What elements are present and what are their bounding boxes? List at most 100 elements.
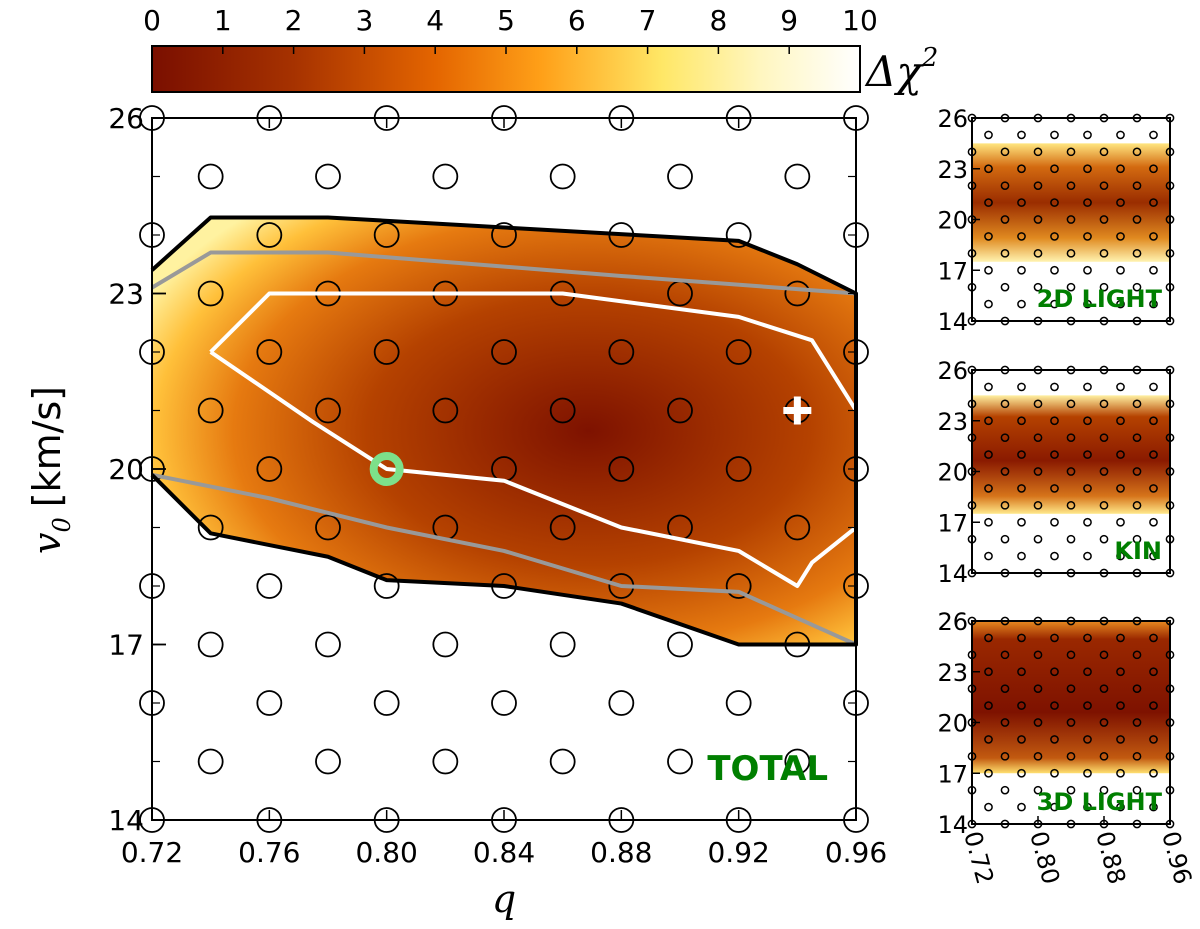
inset-grid-point: [984, 299, 993, 309]
inset-heatmap-region: [972, 621, 1170, 774]
model-grid-point: [549, 631, 576, 658]
model-grid-point: [315, 397, 341, 424]
inset-grid-point: [1132, 785, 1142, 795]
model-grid-point: [197, 748, 224, 775]
inset-y-tick-label: 23: [937, 156, 968, 184]
inset-grid-point: [1099, 248, 1109, 258]
inset-grid-point: [1083, 450, 1092, 459]
inset-grid-point: [1000, 751, 1010, 761]
main-panel: 0.72 0.76 0.80 0.84 0.88 0.92 0.96 14 17 20 23 26 T…: [25, 102, 887, 921]
y-tick-label: 14: [108, 804, 144, 837]
inset-grid-point: [984, 484, 993, 493]
inset-grid-point: [1017, 130, 1026, 140]
inset-grid-point: [1132, 718, 1142, 727]
model-grid-point: [256, 456, 283, 482]
inset-grid-point: [1083, 299, 1092, 309]
model-grid-point: [432, 748, 459, 775]
inset-grid-point: [1066, 500, 1076, 510]
colorbar-tick-label: 1: [214, 4, 232, 37]
inset-grid-point: [1033, 433, 1043, 443]
inset-grid-point: [984, 802, 993, 812]
inset-grid-point: [1149, 517, 1158, 527]
colorbar-tick-label: 5: [497, 4, 515, 37]
inset-y-tick-label: 14: [937, 560, 968, 588]
inset-grid-point: [1017, 768, 1026, 778]
inset-y-tick-label: 14: [937, 308, 968, 336]
inset-grid-point: [1000, 785, 1010, 795]
inset-grid-point: [1116, 701, 1125, 710]
colorbar-tick-label: 3: [355, 4, 373, 37]
inset-grid-point: [1050, 802, 1059, 812]
contour-line: [209, 291, 858, 588]
inset-grid-point: [1017, 450, 1026, 459]
inset-grid-point: [1066, 248, 1076, 258]
model-grid-point: [197, 163, 224, 190]
colorbar-tick-label: 8: [709, 4, 727, 37]
model-grid-point: [256, 339, 283, 365]
inset-grid-point: [1149, 382, 1158, 392]
model-grid-point: [432, 163, 459, 190]
inset-grid-point: [1000, 215, 1010, 224]
inset-grid-point: [1099, 399, 1109, 409]
inset-grid-point: [1083, 768, 1092, 778]
inset-grid-point: [1099, 785, 1109, 795]
inset-grid-point: [1149, 265, 1158, 275]
inset-grid-point: [1132, 534, 1142, 544]
inset-grid-point: [1083, 198, 1092, 207]
inset-grid-point: [1116, 802, 1125, 812]
inset-grid-point: [1033, 215, 1043, 224]
inset-grid-point: [1017, 802, 1026, 812]
x-tick-label: 0.80: [355, 836, 417, 869]
main-axis-ticks: 0.72 0.76 0.80 0.84 0.88 0.92 0.96 14 17 20 23 26: [108, 102, 887, 869]
inset-grid-point: [1116, 416, 1125, 426]
inset-grid-point: [1083, 667, 1092, 677]
inset-y-tick-label: 17: [937, 257, 968, 285]
y-tick-label: 20: [108, 453, 144, 486]
inset-y-tick-label: 14: [937, 811, 968, 839]
inset-grid-point: [1050, 667, 1059, 677]
y-axis-label-unit: [km/s]: [25, 386, 69, 507]
inset-grid-point: [1083, 484, 1092, 493]
colorbar-label-base: Δχ: [864, 47, 924, 96]
inset-grid-point: [1099, 534, 1109, 544]
inset-grid-point: [1017, 667, 1026, 677]
inset-grid-point: [1050, 232, 1059, 241]
inset-grid-point: [1000, 399, 1010, 409]
inset-grid-point: [984, 130, 993, 140]
inset-grid-point: [1033, 399, 1043, 409]
inset-grid-point: [1132, 282, 1142, 292]
inset-grid-point: [1050, 551, 1059, 561]
model-grid-point: [608, 339, 635, 365]
model-grid-point: [608, 456, 635, 482]
inset-grid-point: [1033, 785, 1043, 795]
inset-grid-point: [1099, 650, 1109, 660]
model-grid-point: [725, 573, 752, 599]
x-tick-label: 0.84: [473, 836, 535, 869]
inset-grid-point: [1116, 735, 1125, 744]
inset-grid-point: [1083, 164, 1092, 174]
inset-grid-point: [1050, 701, 1059, 710]
colorbar-tick-label: 0: [143, 4, 161, 37]
inset-grid-point: [1116, 164, 1125, 174]
inset-grid-point: [1033, 147, 1043, 157]
inset-panel-3d-light: 14 17 20 23 26 0.72 0.80 0.88 0.96 3D LIGHT: [937, 608, 1197, 887]
inset-grid-point: [1099, 500, 1109, 510]
model-grid-point: [549, 514, 576, 541]
inset-grid-point: [1050, 633, 1059, 643]
inset-grid-point: [1149, 633, 1158, 643]
inset-grid-point: [1116, 633, 1125, 643]
model-grid-point: [725, 690, 752, 716]
model-grid-point: [432, 631, 459, 658]
reference-model-marker: [369, 452, 404, 486]
inset-grid-point: [1083, 232, 1092, 241]
inset-grid-point: [1000, 467, 1010, 476]
model-grid-point: [256, 690, 283, 716]
inset-grid-point: [1050, 450, 1059, 459]
inset-y-tick-label: 26: [937, 608, 968, 636]
inset-grid-point: [1017, 633, 1026, 643]
inset-grid-point: [1033, 534, 1043, 544]
model-grid-point: [491, 690, 517, 716]
inset-grid-point: [1149, 701, 1158, 710]
inset-title: 3D LIGHT: [1037, 788, 1163, 816]
inset-grid-point: [1149, 735, 1158, 744]
